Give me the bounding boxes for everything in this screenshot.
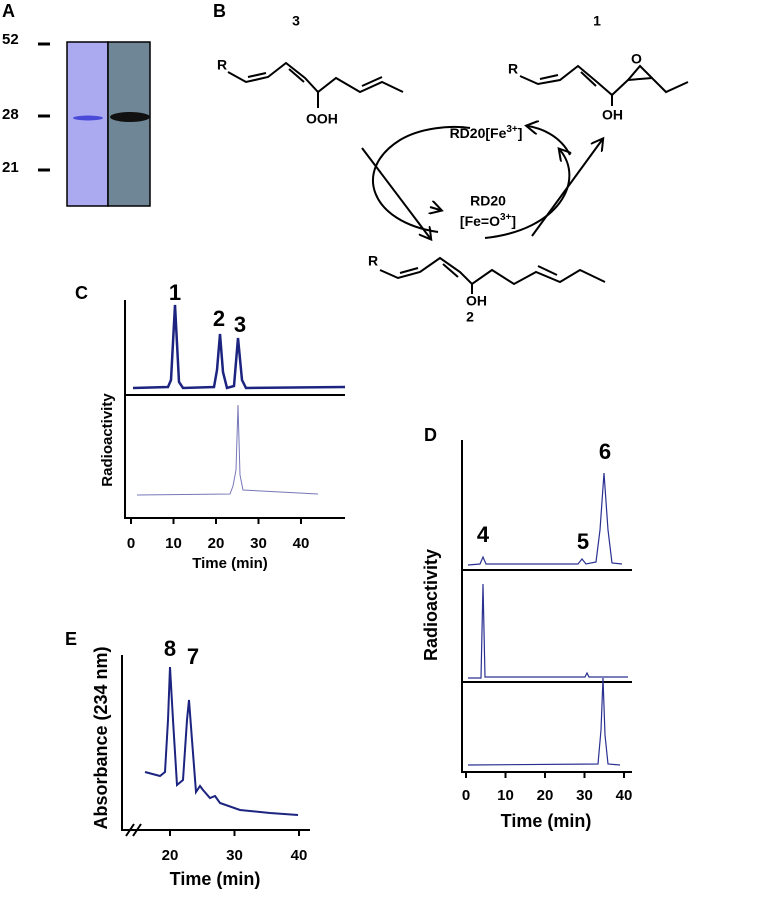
x-tick-label: 20: [208, 535, 225, 552]
marker-dashes: [38, 42, 50, 172]
trace: [467, 472, 623, 566]
panel-label: E: [65, 629, 77, 649]
x-tick-label: 40: [291, 847, 308, 864]
group: OH: [466, 293, 487, 309]
y-axis-label: Radioactivity: [99, 393, 116, 487]
compound-number: 1: [593, 13, 601, 29]
x-axis-label: Time (min): [501, 811, 592, 831]
structure-1: R O OH: [508, 51, 689, 123]
r-group: R: [217, 57, 227, 73]
panel-label: B: [213, 1, 226, 21]
trace: [136, 404, 319, 496]
peak-label: 6: [599, 439, 611, 464]
y-axis-label: Absorbance (234 nm): [91, 646, 111, 829]
peak-label: 2: [213, 306, 225, 331]
x-tick-label: 0: [462, 787, 470, 804]
trace: [467, 677, 621, 766]
x-tick-label: 10: [165, 535, 182, 552]
enzyme-state: RD20: [470, 193, 506, 209]
enzyme-state: RD20[Fe3+]: [450, 124, 523, 141]
x-tick-label: 20: [537, 787, 554, 804]
group: OOH: [306, 111, 338, 127]
gel-band: [73, 115, 103, 121]
r-group: R: [508, 61, 518, 77]
peak-label: 7: [187, 644, 199, 669]
x-tick-label: 40: [293, 535, 310, 552]
axes: [461, 440, 632, 773]
panel-label: C: [75, 283, 88, 303]
peak-label: 3: [234, 312, 246, 337]
marker-label: 28: [2, 106, 19, 123]
trace: [468, 583, 628, 679]
blot-band: [110, 112, 150, 122]
axes: [124, 300, 345, 519]
x-tick-label: 30: [250, 535, 267, 552]
group: OH: [602, 107, 623, 123]
peak-label: 4: [477, 522, 490, 547]
x-axis-label: Time (min): [192, 555, 268, 572]
compound-number: 2: [466, 309, 474, 325]
r-group: R: [368, 253, 378, 269]
peak-label: 8: [164, 636, 176, 661]
epoxide-o: O: [631, 51, 642, 67]
panel-label: D: [424, 425, 437, 445]
x-tick-label: 10: [497, 787, 514, 804]
trace: [144, 666, 299, 816]
x-tick-label: 20: [162, 847, 179, 864]
marker-label: 52: [2, 31, 19, 48]
catalytic-cycle: [361, 126, 602, 238]
peak-label: 5: [577, 529, 589, 554]
axes: [121, 655, 310, 831]
x-tick-label: 40: [616, 787, 633, 804]
structure-3: R OOH: [217, 57, 404, 127]
enzyme-state: [Fe=O3+]: [460, 212, 516, 229]
x-tick-label: 30: [226, 847, 243, 864]
compound-number: 3: [292, 13, 300, 29]
gel-lane: [66, 41, 109, 207]
x-tick-label: 0: [127, 535, 135, 552]
axis-break: [125, 823, 142, 837]
x-axis-label: Time (min): [170, 869, 261, 889]
blot-lane: [107, 41, 151, 207]
trace: [132, 304, 346, 390]
structure-2: R OH: [368, 253, 606, 309]
y-axis-label: Radioactivity: [421, 549, 441, 661]
marker-label: 21: [2, 159, 19, 176]
x-tick-label: 30: [576, 787, 593, 804]
peak-label: 1: [169, 280, 181, 305]
panel-label: A: [2, 1, 15, 21]
